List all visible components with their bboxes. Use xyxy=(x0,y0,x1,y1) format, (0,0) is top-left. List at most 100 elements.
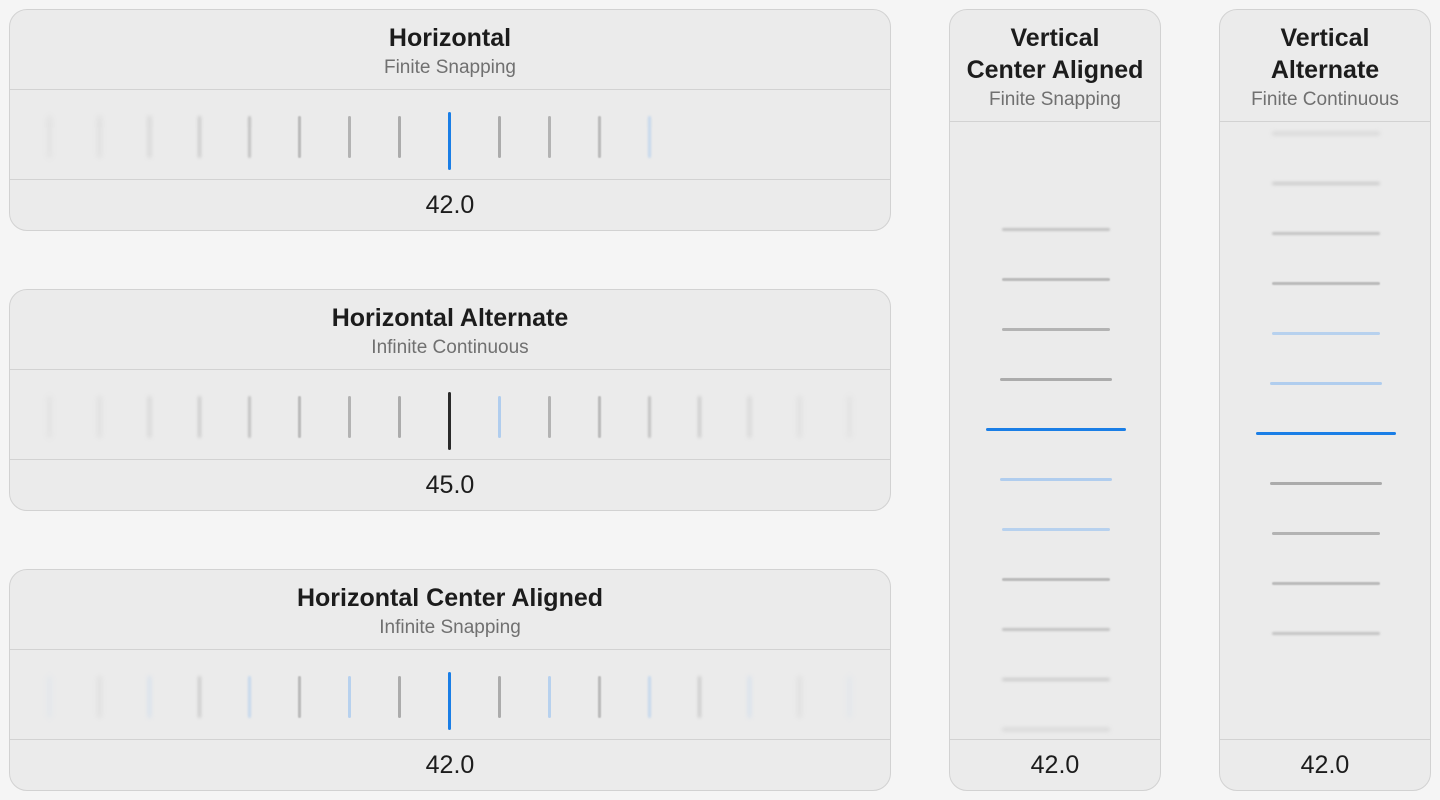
ruler-tick xyxy=(398,396,401,438)
ruler-tick xyxy=(598,116,601,158)
ruler-tick xyxy=(198,396,201,438)
ruler-tick xyxy=(48,396,51,438)
ruler-tick xyxy=(1002,628,1110,631)
value-label: 42.0 xyxy=(425,191,475,219)
value-label: 45.0 xyxy=(425,471,475,499)
card-title: Horizontal xyxy=(388,24,512,52)
ruler-tick xyxy=(848,396,851,438)
ruler-tick xyxy=(348,676,351,718)
ruler-tick xyxy=(648,676,651,718)
ruler-tick xyxy=(398,116,401,158)
value-footer: 42.0 xyxy=(1220,739,1430,790)
selected-tick xyxy=(986,428,1126,431)
ruler-tick xyxy=(698,676,701,718)
ruler-tick xyxy=(1002,728,1110,731)
card-subtitle: Finite Snapping xyxy=(988,89,1122,110)
ruler-tick xyxy=(698,396,701,438)
vertical-alternate-ruler[interactable] xyxy=(1220,122,1430,739)
ruler-tick xyxy=(548,676,551,718)
horizontal-alternate-ruler[interactable] xyxy=(10,370,890,462)
horizontal-picker-card: Horizontal Finite Snapping 42.0 xyxy=(9,9,891,231)
ruler-tick xyxy=(248,396,251,438)
horizontal-center-aligned-picker-card: Horizontal Center Aligned Infinite Snapp… xyxy=(9,569,891,791)
ruler-tick xyxy=(1272,132,1380,135)
ruler-tick xyxy=(1002,578,1110,581)
ruler-tick xyxy=(598,676,601,718)
selected-tick xyxy=(1256,432,1396,435)
ruler-tick xyxy=(48,116,51,158)
ruler-tick xyxy=(1272,232,1380,235)
ruler-tick xyxy=(148,676,151,718)
value-footer: 42.0 xyxy=(10,739,890,790)
card-title-line1: Vertical xyxy=(1010,24,1100,52)
ruler-tick xyxy=(398,676,401,718)
value-footer: 45.0 xyxy=(10,459,890,510)
ruler-tick xyxy=(648,396,651,438)
ruler-tick xyxy=(1272,332,1380,335)
ruler-tick xyxy=(498,676,501,718)
selected-tick xyxy=(448,672,451,730)
ruler-tick xyxy=(1272,182,1380,185)
ruler-tick xyxy=(298,396,301,438)
card-header: Horizontal Center Aligned Infinite Snapp… xyxy=(10,570,890,650)
ruler-tick xyxy=(98,676,101,718)
ruler-tick xyxy=(348,396,351,438)
ruler-tick xyxy=(1270,382,1382,385)
card-header: Vertical Alternate Finite Continuous xyxy=(1220,10,1430,122)
ruler-tick xyxy=(1000,478,1112,481)
horizontal-center-aligned-ruler[interactable] xyxy=(10,650,890,742)
ruler-tick xyxy=(148,396,151,438)
vertical-alternate-picker-card: Vertical Alternate Finite Continuous 42.… xyxy=(1219,9,1431,791)
ruler-tick xyxy=(248,116,251,158)
vertical-center-aligned-picker-card: Vertical Center Aligned Finite Snapping … xyxy=(949,9,1161,791)
card-subtitle: Finite Continuous xyxy=(1251,89,1399,110)
value-label: 42.0 xyxy=(1300,751,1350,779)
ruler-tick xyxy=(798,676,801,718)
ruler-tick xyxy=(198,116,201,158)
ruler-tick xyxy=(498,396,501,438)
ruler-tick xyxy=(1272,582,1380,585)
value-footer: 42.0 xyxy=(10,179,890,230)
ruler-tick xyxy=(1272,632,1380,635)
selected-tick xyxy=(448,112,451,170)
card-title-line2: Center Aligned xyxy=(966,56,1144,84)
ruler-tick xyxy=(1000,378,1112,381)
card-header: Vertical Center Aligned Finite Snapping xyxy=(950,10,1160,122)
horizontal-ruler[interactable] xyxy=(10,90,890,182)
card-title-line1: Vertical xyxy=(1280,24,1370,52)
ruler-tick xyxy=(1002,328,1110,331)
ruler-tick xyxy=(248,676,251,718)
card-title: Horizontal Alternate xyxy=(331,304,569,332)
ruler-tick xyxy=(148,116,151,158)
ruler-tick xyxy=(98,396,101,438)
ruler-tick xyxy=(1002,528,1110,531)
ruler-tick xyxy=(848,676,851,718)
ruler-tick xyxy=(648,116,651,158)
ruler-tick xyxy=(1002,278,1110,281)
ruler-tick xyxy=(48,676,51,718)
ruler-tick xyxy=(348,116,351,158)
ruler-tick xyxy=(798,396,801,438)
vertical-center-aligned-ruler[interactable] xyxy=(950,122,1160,739)
horizontal-alternate-picker-card: Horizontal Alternate Infinite Continuous… xyxy=(9,289,891,511)
ruler-tick xyxy=(298,676,301,718)
ruler-tick xyxy=(1270,482,1382,485)
ruler-tick xyxy=(498,116,501,158)
ruler-tick xyxy=(548,396,551,438)
card-subtitle: Infinite Snapping xyxy=(379,617,521,638)
ruler-tick xyxy=(1272,282,1380,285)
card-subtitle: Infinite Continuous xyxy=(371,337,529,358)
ruler-tick xyxy=(1002,678,1110,681)
value-label: 42.0 xyxy=(1030,751,1080,779)
ruler-tick xyxy=(1272,532,1380,535)
card-header: Horizontal Finite Snapping xyxy=(10,10,890,90)
ruler-tick xyxy=(598,396,601,438)
card-title: Horizontal Center Aligned xyxy=(296,584,604,612)
ruler-tick xyxy=(548,116,551,158)
selected-tick xyxy=(448,392,451,450)
value-label: 42.0 xyxy=(425,751,475,779)
ruler-tick xyxy=(298,116,301,158)
ruler-tick xyxy=(198,676,201,718)
ruler-tick xyxy=(98,116,101,158)
card-subtitle: Finite Snapping xyxy=(383,57,517,78)
